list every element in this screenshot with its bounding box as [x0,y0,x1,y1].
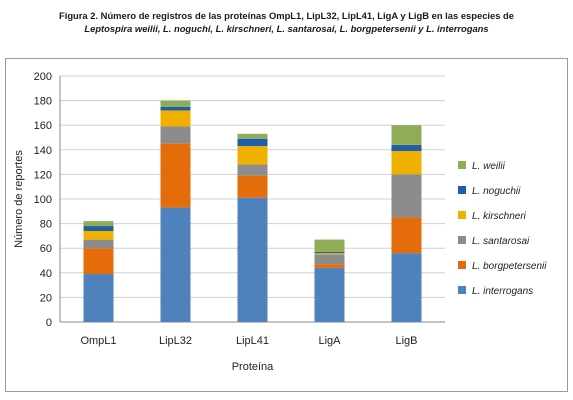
x-axis-title: Proteína [232,361,274,373]
bar-segment [314,239,345,252]
legend-swatch [458,261,466,269]
bar-segment [391,144,422,152]
bar-segment [391,151,422,175]
bar-segment [160,100,191,107]
y-axis-title: Número de reportes [13,150,25,248]
legend-swatch [458,286,466,294]
bar-segment [160,110,191,127]
x-tick-label: LigB [395,335,417,347]
bar-segment [83,274,114,322]
y-tick-label: 120 [34,169,52,181]
bar-segment [314,251,345,254]
legend-label: L. interrogans [472,286,533,297]
legend-label: L. weilii [472,161,506,172]
x-tick-label: LipL41 [236,335,269,347]
bar-segment [83,248,114,275]
legend-label: L. kirschneri [472,211,527,222]
y-tick-label: 0 [46,317,52,329]
bar-segment [160,207,191,322]
caption-line-2: Leptospira weilii, L. noguchi, L. kirsch… [84,23,489,34]
y-tick-label: 40 [40,268,52,280]
legend: L. weilii L. noguchii L. kirschneri L. sant… [458,161,547,297]
y-tick-label: 200 [34,71,52,83]
y-tick-label: 60 [40,243,52,255]
legend-swatch [458,161,466,169]
legend-label: L. noguchii [472,186,521,197]
x-tick-label: LipL32 [159,335,192,347]
bar-segment [314,267,345,322]
legend-swatch [458,186,466,194]
y-tick-label: 140 [34,145,52,157]
bar-segment [237,146,268,165]
bar-segment [237,164,268,176]
legend-label: L. santarosai [472,236,530,247]
chart-frame [5,58,568,392]
bar-segment [391,217,422,254]
axes: 0 20 40 60 80 100 120 140 160 180 200 OmpL1 LipL32 Li… [13,71,418,373]
bar-segment [314,253,345,255]
bar-segment [83,239,114,249]
bar-segment [237,138,268,147]
bar-segment [391,174,422,218]
bars [83,100,422,322]
bar-segment [391,253,422,322]
bar-segment [314,264,345,268]
x-tick-label: OmpL1 [80,335,116,347]
legend-swatch [458,236,466,244]
y-tick-label: 80 [40,219,52,231]
figure-caption: Figura 2. Número de registros de las pro… [0,9,573,35]
bar-segment [160,143,191,208]
bar-segment [237,175,268,198]
bar-segment [391,125,422,145]
x-tick-label: LigA [318,335,341,347]
bar-segment [160,106,191,111]
y-tick-label: 180 [34,96,52,108]
bar-segment [83,221,114,227]
bar-segment [237,197,268,322]
bar-segment [160,126,191,144]
bar-segment [314,254,345,265]
y-tick-label: 20 [40,292,52,304]
legend-label: L. borgpetersenii [472,261,547,272]
y-tick-label: 160 [34,120,52,132]
bar-segment [83,226,114,231]
bar-segment [237,133,268,139]
caption-line-1: Figura 2. Número de registros de las pro… [59,10,514,21]
legend-swatch [458,211,466,219]
bar-segment [83,230,114,240]
y-tick-label: 100 [34,194,52,206]
